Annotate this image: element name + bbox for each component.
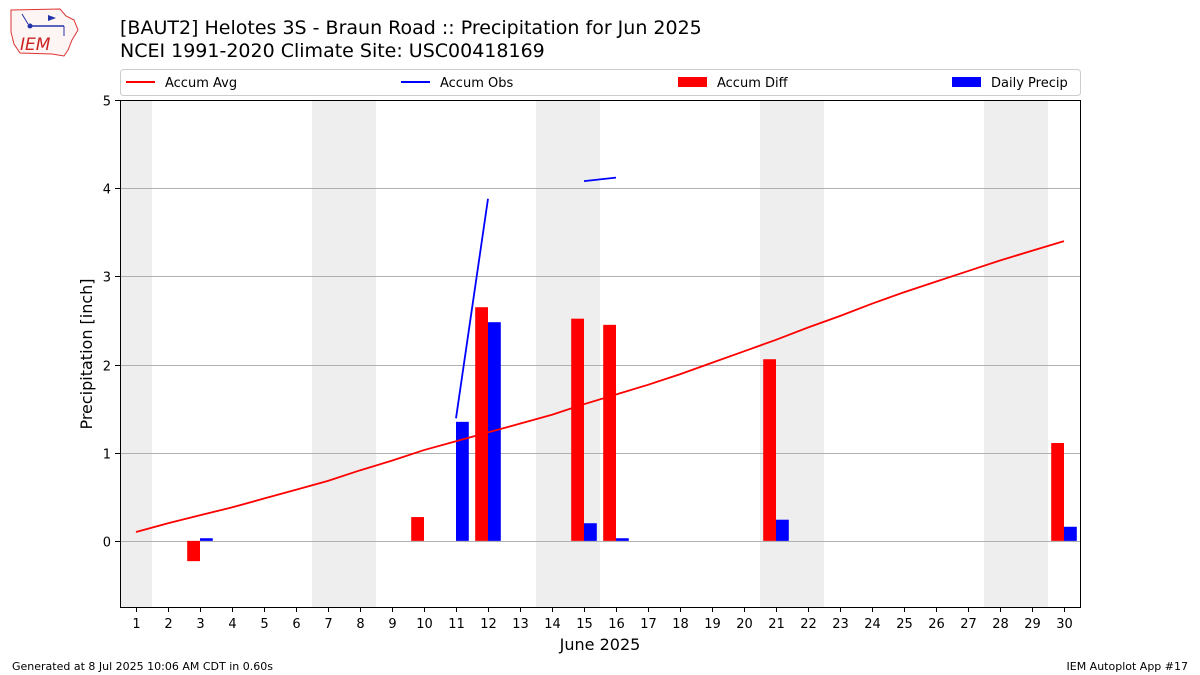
legend-frame bbox=[120, 69, 1081, 96]
x-tick-label-4: 4 bbox=[228, 617, 236, 632]
generated-timestamp: Generated at 8 Jul 2025 10:06 AM CDT in … bbox=[12, 660, 273, 673]
y-tick-label-0: 0 bbox=[103, 536, 111, 551]
x-tick-label-10: 10 bbox=[416, 617, 433, 632]
x-tick-label-6: 6 bbox=[292, 617, 300, 632]
accum-avg-line bbox=[135, 240, 1065, 533]
weekend-band-28 bbox=[984, 100, 1016, 607]
iem-logo: IEM bbox=[10, 8, 79, 57]
accum-obs-line-0 bbox=[455, 198, 489, 419]
x-tick-label-5: 5 bbox=[260, 617, 268, 632]
x-tick-label-16: 16 bbox=[608, 617, 625, 632]
y-tick-label-1: 1 bbox=[103, 448, 111, 463]
accum-diff-bar-3 bbox=[187, 540, 200, 562]
accum-diff-bar-10 bbox=[411, 517, 424, 541]
daily-precip-bar-15 bbox=[584, 523, 597, 541]
x-tick-label-12: 12 bbox=[480, 617, 497, 632]
weekend-band-29 bbox=[1016, 100, 1048, 607]
x-tick-label-28: 28 bbox=[992, 617, 1009, 632]
app-credit: IEM Autoplot App #17 bbox=[1066, 660, 1189, 673]
legend-swatch-daily-precip bbox=[952, 77, 981, 87]
accum-diff-bar-21 bbox=[763, 359, 776, 541]
x-tick-label-14: 14 bbox=[544, 617, 561, 632]
x-tick-label-21: 21 bbox=[768, 617, 785, 632]
legend-swatch-accum-diff bbox=[678, 77, 707, 87]
x-tick-label-18: 18 bbox=[672, 617, 689, 632]
x-tick-label-13: 13 bbox=[512, 617, 529, 632]
accum-obs-line-1 bbox=[583, 176, 617, 183]
daily-precip-bar-30 bbox=[1064, 526, 1077, 541]
x-tick-label-29: 29 bbox=[1024, 617, 1041, 632]
weekend-band-7 bbox=[312, 100, 344, 607]
chart-title: [BAUT2] Helotes 3S - Braun Road :: Preci… bbox=[120, 17, 702, 39]
legend-label-accum-obs: Accum Obs bbox=[440, 76, 513, 91]
weekend-band-1 bbox=[120, 100, 152, 607]
daily-precip-bar-11 bbox=[456, 421, 469, 541]
daily-precip-bar-21 bbox=[776, 519, 789, 541]
logo-text: IEM bbox=[20, 35, 51, 55]
y-tick-label-3: 3 bbox=[103, 271, 111, 286]
x-tick-label-15: 15 bbox=[576, 617, 593, 632]
x-tick-label-25: 25 bbox=[896, 617, 913, 632]
legend-label-accum-avg: Accum Avg bbox=[165, 76, 237, 91]
y-tick-label-4: 4 bbox=[103, 183, 111, 198]
x-axis-label: June 2025 bbox=[559, 635, 641, 654]
weekend-band-14 bbox=[536, 100, 568, 607]
x-tick-label-22: 22 bbox=[800, 617, 817, 632]
legend-label-accum-diff: Accum Diff bbox=[717, 76, 789, 91]
x-tick-label-26: 26 bbox=[928, 617, 945, 632]
y-axis-label: Precipitation [inch] bbox=[77, 278, 96, 429]
y-tick-label-2: 2 bbox=[103, 360, 111, 375]
x-tick-label-23: 23 bbox=[832, 617, 849, 632]
x-tick-label-11: 11 bbox=[448, 617, 465, 632]
x-tick-label-8: 8 bbox=[356, 617, 364, 632]
x-tick-label-24: 24 bbox=[864, 617, 881, 632]
y-tick-label-5: 5 bbox=[103, 95, 111, 110]
x-tick-label-1: 1 bbox=[132, 617, 140, 632]
daily-precip-bar-3 bbox=[200, 538, 213, 541]
daily-precip-bar-16 bbox=[616, 538, 629, 541]
x-tick-label-7: 7 bbox=[324, 617, 332, 632]
accum-diff-bar-30 bbox=[1051, 442, 1064, 541]
x-tick-label-9: 9 bbox=[388, 617, 396, 632]
accum-diff-bar-12 bbox=[475, 307, 488, 541]
x-tick-label-17: 17 bbox=[640, 617, 657, 632]
x-tick-label-30: 30 bbox=[1056, 617, 1073, 632]
plot-frame bbox=[120, 100, 1081, 608]
accum-diff-bar-16 bbox=[603, 324, 616, 541]
grid-lines bbox=[120, 188, 1080, 542]
x-tick-label-27: 27 bbox=[960, 617, 977, 632]
x-tick-label-19: 19 bbox=[704, 617, 721, 632]
x-tick-label-2: 2 bbox=[164, 617, 172, 632]
bars bbox=[187, 307, 1077, 562]
x-tick-label-3: 3 bbox=[196, 617, 204, 632]
weekend-band-22 bbox=[792, 100, 824, 607]
accum-diff-bar-15 bbox=[571, 318, 584, 541]
legend-label-daily-precip: Daily Precip bbox=[991, 76, 1068, 91]
weekend-shading bbox=[120, 100, 1048, 607]
chart-subtitle: NCEI 1991-2020 Climate Site: USC00418169 bbox=[120, 40, 545, 62]
legend: Accum Avg Accum Obs Accum Diff Daily Precip bbox=[120, 69, 1081, 96]
lines bbox=[135, 176, 1065, 533]
x-tick-label-20: 20 bbox=[736, 617, 753, 632]
weekend-band-8 bbox=[344, 100, 376, 607]
